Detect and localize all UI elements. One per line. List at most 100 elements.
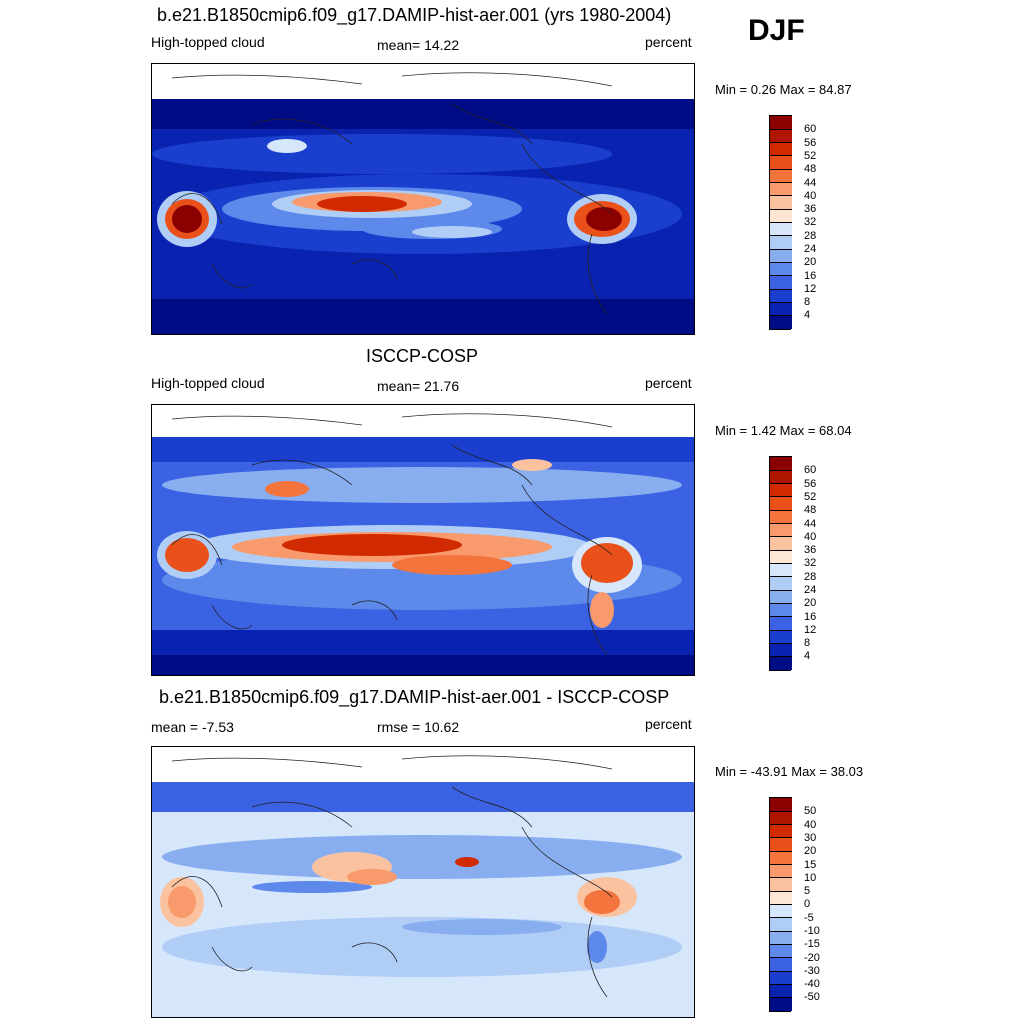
panel3-left-label: mean = -7.53 (151, 719, 234, 735)
panel1-title: b.e21.B1850cmip6.f09_g17.DAMIP-hist-aer.… (157, 5, 672, 25)
panel3-title: b.e21.B1850cmip6.f09_g17.DAMIP-hist-aer.… (159, 687, 670, 707)
panel3-cb-label-4: 15 (804, 859, 817, 871)
panel1-colorbar (769, 115, 792, 330)
panel1-units-label: percent (645, 34, 692, 50)
panel1-cb-label-9: 24 (804, 243, 817, 255)
panel2-cb-seg-0 (770, 456, 792, 470)
panel1-cb-seg-6 (770, 195, 792, 209)
panel1-cb-label-1: 56 (804, 137, 817, 149)
panel3-cb-seg-5 (770, 864, 792, 877)
panel2-cb-label-14: 4 (804, 650, 811, 662)
panel1-cb-label-5: 40 (804, 190, 817, 202)
panel3-cb-label-0: 50 (804, 805, 817, 817)
panel3-cb-seg-14 (770, 984, 792, 997)
panel2-colorbar (769, 456, 792, 671)
panel2-cb-seg-12 (770, 616, 792, 630)
panel1-cb-seg-11 (770, 262, 792, 275)
panel3-cb-label-13: -40 (804, 978, 820, 990)
panel2-minmax: Min = 1.42 Max = 68.04 (715, 423, 852, 438)
panel2-cb-seg-6 (770, 536, 792, 550)
panel2-title: ISCCP-COSP (366, 346, 479, 366)
panel3-cb-label-5: 10 (804, 872, 817, 884)
panel3-cb-seg-13 (770, 971, 792, 984)
panel3-cb-label-1: 40 (804, 819, 817, 831)
panel2-left-label: High-topped cloud (151, 375, 265, 391)
panel2-cb-label-8: 28 (804, 571, 817, 583)
panel3-map-field (152, 755, 694, 1017)
panel3-cb-seg-9 (770, 917, 792, 931)
panel1-cb-label-3: 48 (804, 163, 817, 175)
panel1-cb-label-2: 52 (804, 150, 817, 162)
panel3-minmax: Min = -43.91 Max = 38.03 (715, 764, 864, 779)
panel2-cb-seg-1 (770, 470, 792, 483)
panel1-cb-label-11: 16 (804, 270, 817, 282)
panel2-cb-label-1: 56 (804, 478, 817, 490)
panel2-cb-seg-8 (770, 563, 792, 576)
panel2-cb-label-6: 36 (804, 544, 817, 556)
panel3-units-label: percent (645, 716, 692, 732)
panel1-cb-label-7: 32 (804, 216, 817, 228)
panel2-map (151, 404, 695, 676)
panel1-cb-seg-7 (770, 209, 792, 222)
panel2-cb-label-13: 8 (804, 637, 811, 649)
panel1-cb-label-8: 28 (804, 230, 817, 242)
panel3-cb-seg-6 (770, 877, 792, 891)
panel3-cb-seg-0 (770, 797, 792, 811)
panel2-cb-label-10: 20 (804, 597, 817, 609)
panel1-cb-seg-9 (770, 235, 792, 249)
panel1-map-field (152, 72, 694, 334)
panel1-cb-seg-1 (770, 129, 792, 142)
season-label: DJF (748, 14, 805, 47)
panel1-colorbar-segments (769, 115, 792, 330)
panel2-cb-seg-3 (770, 496, 792, 510)
panel3-colorbar-segments (769, 797, 792, 1012)
panel1-cb-seg-5 (770, 182, 792, 195)
panel3-cb-seg-1 (770, 811, 792, 824)
panel1-cb-seg-13 (770, 289, 792, 302)
panel3-cb-label-12: -30 (804, 965, 820, 977)
panel1-cb-seg-15 (770, 315, 792, 329)
panel1-cb-label-4: 44 (804, 177, 817, 189)
panel2-cb-label-4: 44 (804, 518, 817, 530)
panel2-cb-label-0: 60 (804, 464, 817, 476)
panel3-cb-seg-7 (770, 891, 792, 904)
panel2-map-field (152, 413, 694, 675)
panel1-cb-label-13: 8 (804, 296, 811, 308)
panel3-cb-seg-15 (770, 997, 792, 1011)
panel3-cb-label-11: -20 (804, 952, 820, 964)
panel3-cb-label-14: -50 (804, 991, 820, 1003)
panel1-cb-seg-10 (770, 249, 792, 262)
panel1-cb-label-14: 4 (804, 309, 811, 321)
panel2-cb-seg-5 (770, 523, 792, 536)
panel1-mean-label: mean= 14.22 (377, 37, 460, 53)
panel3-cb-seg-4 (770, 851, 792, 864)
panel2-cb-seg-4 (770, 510, 792, 523)
panel3-cb-label-9: -10 (804, 925, 820, 937)
panel3-cb-label-8: -5 (804, 912, 814, 924)
panel3-cb-seg-11 (770, 944, 792, 957)
panel2-cb-label-11: 16 (804, 611, 817, 623)
panel2-cb-label-7: 32 (804, 557, 817, 569)
panel3-cb-seg-2 (770, 824, 792, 837)
panel3-cb-label-10: -15 (804, 938, 820, 950)
panel3-cb-seg-8 (770, 904, 792, 917)
panel3-map (151, 746, 695, 1018)
panel3-rmse-label: rmse = 10.62 (377, 719, 460, 735)
panel3-cb-seg-10 (770, 931, 792, 944)
panel1-map (151, 63, 695, 335)
panel2-cb-label-5: 40 (804, 531, 817, 543)
panel2-colorbar-segments (769, 456, 792, 671)
panel3-cb-label-3: 20 (804, 845, 817, 857)
panel1-cb-seg-3 (770, 155, 792, 169)
panel1-cb-seg-4 (770, 169, 792, 182)
panel1-cb-seg-8 (770, 222, 792, 235)
panel2-cb-seg-7 (770, 550, 792, 563)
panel3-cb-label-2: 30 (804, 832, 817, 844)
panel2-cb-seg-13 (770, 630, 792, 643)
panel2-cb-seg-14 (770, 643, 792, 656)
panel1-cb-seg-2 (770, 142, 792, 155)
panel2-units-label: percent (645, 375, 692, 391)
panel1-cb-seg-14 (770, 302, 792, 315)
panel2-cb-seg-9 (770, 576, 792, 590)
panel1-left-label: High-topped cloud (151, 34, 265, 50)
